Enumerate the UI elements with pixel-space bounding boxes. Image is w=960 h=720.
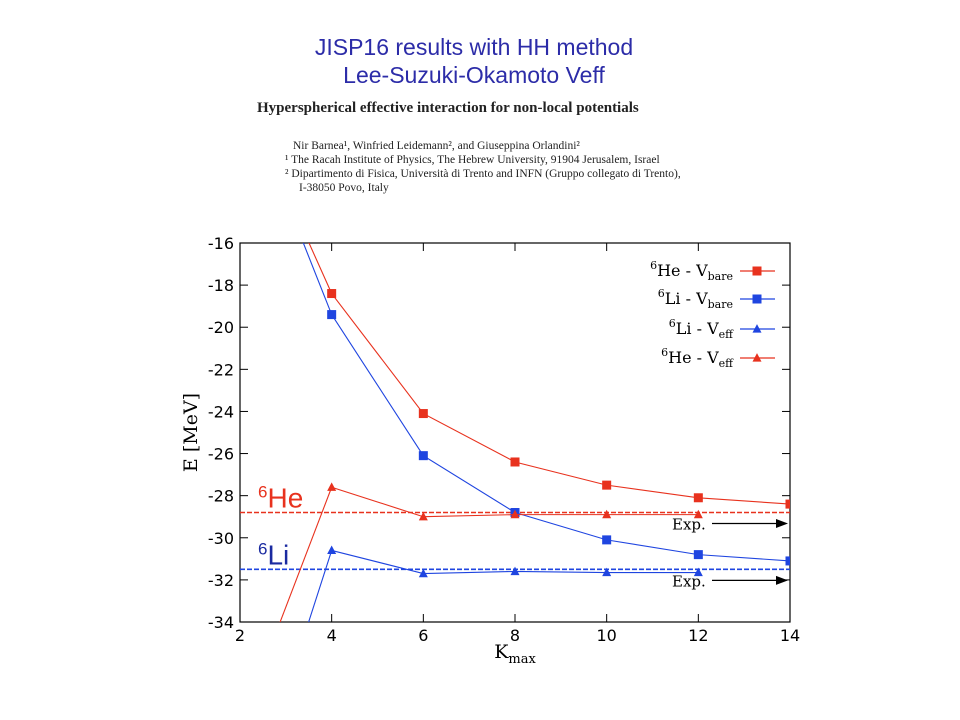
x-tick-label: 2 (235, 626, 245, 645)
series-li-eff (308, 545, 703, 622)
x-tick-label: 14 (780, 626, 800, 645)
legend-label: 6Li - Vbare (658, 287, 733, 311)
y-tick-label: -34 (208, 613, 234, 632)
series-li-bare-lead-in (302, 243, 333, 315)
slide-title-line2: Lee-Suzuki-Okamoto Veff (343, 62, 605, 88)
data-point (785, 556, 790, 566)
legend-marker (752, 353, 762, 362)
y-tick-label: -24 (208, 402, 234, 421)
y-tick-label: -20 (208, 318, 234, 337)
data-point (693, 493, 703, 503)
data-point (693, 550, 703, 560)
series-he-bare (308, 243, 790, 509)
exp-label: Exp. (672, 516, 706, 534)
data-point (602, 509, 612, 519)
y-axis-label: E [MeV] (180, 393, 202, 472)
reference-label-he: 6He (258, 483, 303, 514)
data-point (785, 499, 790, 509)
x-tick-label: 4 (327, 626, 337, 645)
paper-header: Hyperspherical effective interaction for… (255, 100, 815, 195)
x-axis-label: Kmax (494, 641, 536, 667)
data-point (327, 289, 337, 299)
data-point (693, 567, 703, 577)
plot-area (240, 243, 790, 622)
x-tick-label: 10 (596, 626, 616, 645)
paper-affiliation-1: ¹ The Racah Institute of Physics, The He… (285, 154, 660, 166)
series-li-eff-lead-in (308, 550, 333, 622)
data-point (327, 310, 337, 320)
data-point (602, 535, 612, 545)
y-tick-label: -32 (208, 571, 234, 590)
legend: 6He - Vbare 6Li - Vbare 6Li - Veff 6He - Ve… (650, 259, 775, 370)
exp-arrow-head (776, 575, 788, 585)
data-point (510, 457, 520, 467)
data-point (510, 509, 520, 519)
paper-title: Hyperspherical effective interaction for… (257, 100, 639, 116)
x-tick-label: 8 (510, 626, 520, 645)
slide-title-line1: JISP16 results with HH method (314, 34, 634, 60)
legend-marker (752, 324, 762, 333)
data-point (418, 451, 428, 461)
series-li-bare-line (331, 314, 790, 562)
exp-annotation: Exp. (672, 516, 788, 534)
paper-authors: Nir Barnea¹, Winfried Leidemann², and Gi… (293, 140, 580, 152)
x-tick-label: 12 (688, 626, 708, 645)
y-tick-label: -22 (208, 360, 234, 379)
reference-label-li: 6Li (258, 539, 289, 570)
data-point (418, 409, 428, 419)
legend-marker (752, 266, 762, 276)
data-point (602, 567, 612, 577)
data-point (693, 509, 703, 519)
paper-affiliation-2: ² Dipartimento di Fisica, Università di … (285, 168, 681, 180)
series-he-bare-line (331, 293, 790, 505)
legend-label: 6He - Veff (661, 346, 734, 370)
exp-label: Exp. (672, 572, 706, 590)
data-point (418, 568, 428, 578)
legend-marker (752, 294, 762, 304)
data-point (602, 480, 612, 490)
data-point (418, 511, 428, 521)
y-tick-label: -26 (208, 445, 234, 464)
y-tick-label: -18 (208, 276, 234, 295)
series-he-eff-lead-in (279, 487, 333, 622)
series-he-bare-lead-in (308, 243, 333, 294)
x-tick-label: 6 (418, 626, 428, 645)
y-tick-label: -16 (208, 234, 234, 253)
paper-affiliation-3: I-38050 Povo, Italy (299, 182, 389, 194)
exp-arrow-head (776, 519, 788, 529)
data-point (510, 566, 520, 576)
legend-label: 6He - Vbare (650, 259, 733, 283)
data-point (327, 545, 337, 555)
y-tick-label: -30 (208, 529, 234, 548)
data-point (327, 482, 337, 491)
exp-annotation: Exp. (672, 572, 788, 590)
legend-label: 6Li - Veff (669, 317, 734, 341)
y-tick-label: -28 (208, 487, 234, 506)
series-he-eff (279, 482, 703, 622)
